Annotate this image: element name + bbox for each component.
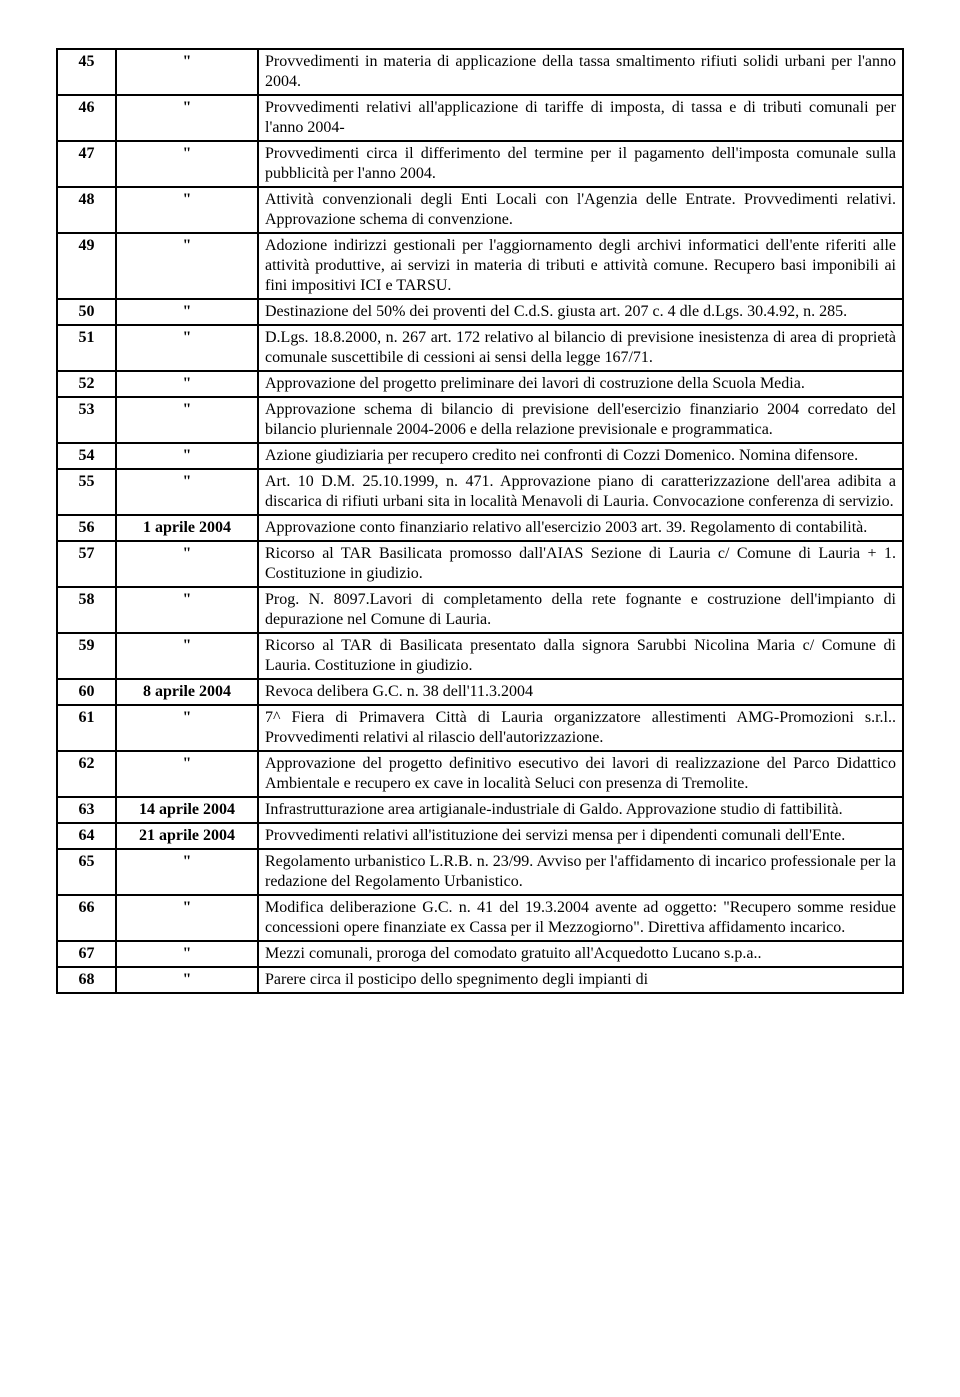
row-description: Approvazione del progetto definitivo ese… xyxy=(258,751,903,797)
row-number: 49 xyxy=(57,233,116,299)
row-number: 58 xyxy=(57,587,116,633)
row-description: Ricorso al TAR Basilicata promosso dall'… xyxy=(258,541,903,587)
table-row: 6314 aprile 2004Infrastrutturazione area… xyxy=(57,797,903,823)
row-date: " xyxy=(116,541,258,587)
row-description: Provvedimenti relativi all'applicazione … xyxy=(258,95,903,141)
row-description: Provvedimenti relativi all'istituzione d… xyxy=(258,823,903,849)
row-description: Ricorso al TAR di Basilicata presentato … xyxy=(258,633,903,679)
row-date: " xyxy=(116,967,258,993)
row-description: Art. 10 D.M. 25.10.1999, n. 471. Approva… xyxy=(258,469,903,515)
row-description: Destinazione del 50% dei proventi del C.… xyxy=(258,299,903,325)
row-date: " xyxy=(116,49,258,95)
row-description: Adozione indirizzi gestionali per l'aggi… xyxy=(258,233,903,299)
row-number: 67 xyxy=(57,941,116,967)
row-date: " xyxy=(116,705,258,751)
row-number: 48 xyxy=(57,187,116,233)
row-date: 21 aprile 2004 xyxy=(116,823,258,849)
table-row: 46"Provvedimenti relativi all'applicazio… xyxy=(57,95,903,141)
table-row: 45"Provvedimenti in materia di applicazi… xyxy=(57,49,903,95)
row-date: " xyxy=(116,325,258,371)
row-description: Approvazione del progetto preliminare de… xyxy=(258,371,903,397)
table-row: 66"Modifica deliberazione G.C. n. 41 del… xyxy=(57,895,903,941)
row-description: Provvedimenti circa il differimento del … xyxy=(258,141,903,187)
row-description: Modifica deliberazione G.C. n. 41 del 19… xyxy=(258,895,903,941)
row-date: " xyxy=(116,633,258,679)
table-row: 51"D.Lgs. 18.8.2000, n. 267 art. 172 rel… xyxy=(57,325,903,371)
row-number: 68 xyxy=(57,967,116,993)
table-row: 53"Approvazione schema di bilancio di pr… xyxy=(57,397,903,443)
row-number: 64 xyxy=(57,823,116,849)
row-description: 7^ Fiera di Primavera Città di Lauria or… xyxy=(258,705,903,751)
row-number: 59 xyxy=(57,633,116,679)
row-description: Prog. N. 8097.Lavori di completamento de… xyxy=(258,587,903,633)
table-row: 61"7^ Fiera di Primavera Città di Lauria… xyxy=(57,705,903,751)
row-number: 55 xyxy=(57,469,116,515)
row-date: " xyxy=(116,849,258,895)
table-row: 55"Art. 10 D.M. 25.10.1999, n. 471. Appr… xyxy=(57,469,903,515)
row-description: D.Lgs. 18.8.2000, n. 267 art. 172 relati… xyxy=(258,325,903,371)
row-number: 60 xyxy=(57,679,116,705)
table-row: 47"Provvedimenti circa il differimento d… xyxy=(57,141,903,187)
row-number: 66 xyxy=(57,895,116,941)
table-row: 59"Ricorso al TAR di Basilicata presenta… xyxy=(57,633,903,679)
row-number: 45 xyxy=(57,49,116,95)
row-date: " xyxy=(116,95,258,141)
row-number: 65 xyxy=(57,849,116,895)
row-number: 50 xyxy=(57,299,116,325)
table-row: 68"Parere circa il posticipo dello spegn… xyxy=(57,967,903,993)
table-row: 62"Approvazione del progetto definitivo … xyxy=(57,751,903,797)
table-row: 52"Approvazione del progetto preliminare… xyxy=(57,371,903,397)
row-number: 57 xyxy=(57,541,116,587)
row-date: " xyxy=(116,299,258,325)
row-description: Parere circa il posticipo dello spegnime… xyxy=(258,967,903,993)
row-date: " xyxy=(116,187,258,233)
row-number: 52 xyxy=(57,371,116,397)
row-number: 62 xyxy=(57,751,116,797)
row-number: 61 xyxy=(57,705,116,751)
row-description: Infrastrutturazione area artigianale-ind… xyxy=(258,797,903,823)
row-description: Attività convenzionali degli Enti Locali… xyxy=(258,187,903,233)
row-number: 53 xyxy=(57,397,116,443)
table-row: 57"Ricorso al TAR Basilicata promosso da… xyxy=(57,541,903,587)
row-description: Revoca delibera G.C. n. 38 dell'11.3.200… xyxy=(258,679,903,705)
row-date: " xyxy=(116,397,258,443)
row-number: 46 xyxy=(57,95,116,141)
row-description: Approvazione conto finanziario relativo … xyxy=(258,515,903,541)
row-number: 51 xyxy=(57,325,116,371)
row-description: Provvedimenti in materia di applicazione… xyxy=(258,49,903,95)
table-row: 608 aprile 2004Revoca delibera G.C. n. 3… xyxy=(57,679,903,705)
table-row: 6421 aprile 2004Provvedimenti relativi a… xyxy=(57,823,903,849)
row-date: 1 aprile 2004 xyxy=(116,515,258,541)
deliberations-table: 45"Provvedimenti in materia di applicazi… xyxy=(56,48,904,994)
table-row: 58"Prog. N. 8097.Lavori di completamento… xyxy=(57,587,903,633)
row-description: Mezzi comunali, proroga del comodato gra… xyxy=(258,941,903,967)
table-row: 48"Attività convenzionali degli Enti Loc… xyxy=(57,187,903,233)
table-row: 49"Adozione indirizzi gestionali per l'a… xyxy=(57,233,903,299)
row-number: 54 xyxy=(57,443,116,469)
row-date: 8 aprile 2004 xyxy=(116,679,258,705)
row-date: " xyxy=(116,469,258,515)
row-number: 47 xyxy=(57,141,116,187)
row-date: " xyxy=(116,371,258,397)
table-row: 50"Destinazione del 50% dei proventi del… xyxy=(57,299,903,325)
row-date: " xyxy=(116,141,258,187)
row-date: " xyxy=(116,941,258,967)
row-description: Approvazione schema di bilancio di previ… xyxy=(258,397,903,443)
table-row: 67"Mezzi comunali, proroga del comodato … xyxy=(57,941,903,967)
row-date: " xyxy=(116,751,258,797)
table-row: 65"Regolamento urbanistico L.R.B. n. 23/… xyxy=(57,849,903,895)
row-date: " xyxy=(116,587,258,633)
table-row: 54"Azione giudiziaria per recupero credi… xyxy=(57,443,903,469)
row-description: Azione giudiziaria per recupero credito … xyxy=(258,443,903,469)
row-number: 63 xyxy=(57,797,116,823)
row-date: " xyxy=(116,233,258,299)
table-row: 561 aprile 2004Approvazione conto finanz… xyxy=(57,515,903,541)
row-date: " xyxy=(116,443,258,469)
row-description: Regolamento urbanistico L.R.B. n. 23/99.… xyxy=(258,849,903,895)
row-date: 14 aprile 2004 xyxy=(116,797,258,823)
row-number: 56 xyxy=(57,515,116,541)
row-date: " xyxy=(116,895,258,941)
